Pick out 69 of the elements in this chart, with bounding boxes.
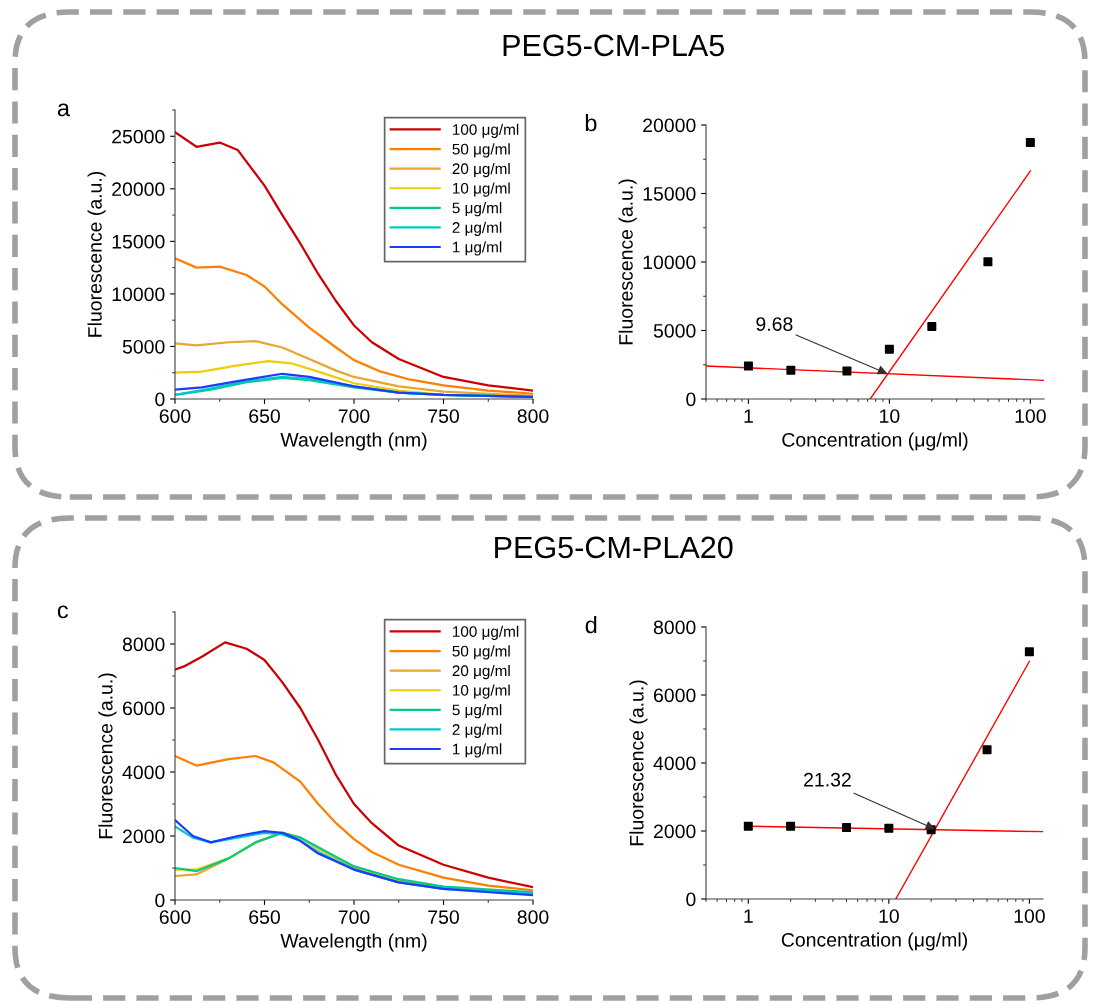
text: a xyxy=(57,103,70,117)
y-tick-label: 25000 xyxy=(112,129,165,144)
y-tick-label: 15000 xyxy=(643,186,696,201)
y-tick-label: 8000 xyxy=(122,637,165,652)
legend-label: 50 μg/ml xyxy=(452,645,510,660)
y-tick-label: 0 xyxy=(686,892,696,907)
text: b xyxy=(585,114,597,132)
legend-label: 5 μg/ml xyxy=(452,202,502,217)
text: d xyxy=(585,615,597,634)
legend-label: 1 μg/ml xyxy=(453,241,502,256)
legend-label: 1 μg/ml xyxy=(453,743,502,758)
x-tick-label: 700 xyxy=(338,409,370,423)
y-axis-title: Fluorescence (a.u.) xyxy=(618,179,637,345)
y-tick-label: 5000 xyxy=(122,339,165,354)
y-tick-label: 10000 xyxy=(643,255,696,270)
legend-label: 5 μg/ml xyxy=(452,704,502,719)
x-tick-label: 1 xyxy=(744,909,753,923)
x-tick-label: 800 xyxy=(517,910,549,924)
y-tick-label: 20000 xyxy=(112,182,165,197)
legend-label: 2 μg/ml xyxy=(452,221,502,236)
y-axis-title: Fluorescence (a.u.) xyxy=(629,680,648,846)
legend-label: 50 μg/ml xyxy=(452,143,510,158)
y-tick-label: 20000 xyxy=(643,118,696,133)
legend-label: 10 μg/ml xyxy=(453,684,510,699)
x-tick-label: 800 xyxy=(517,409,549,423)
x-tick-label: 10 xyxy=(879,909,899,923)
y-tick-label: 4000 xyxy=(122,765,165,780)
y-tick-label: 0 xyxy=(155,893,165,908)
x-tick-label: 750 xyxy=(428,910,459,924)
x-axis-title: Concentration (μg/ml) xyxy=(781,932,967,951)
legend-label: 100 μg/ml xyxy=(453,123,519,138)
y-tick-label: 0 xyxy=(155,392,165,407)
x-axis-title: Wavelength (nm) xyxy=(280,933,427,952)
x-tick-label: 700 xyxy=(338,910,370,924)
y-tick-label: 5000 xyxy=(653,323,696,338)
x-tick-label: 650 xyxy=(249,409,280,423)
legend-label: 20 μg/ml xyxy=(452,162,510,178)
line-series xyxy=(175,257,533,395)
legend-label: 100 μg/ml xyxy=(453,625,519,640)
x-axis-title: Concentration (μg/ml) xyxy=(782,432,968,451)
y-axis-title: Fluorescence (a.u.) xyxy=(87,171,106,337)
y-tick-label: 6000 xyxy=(654,688,696,703)
x-tick-label: 1 xyxy=(744,409,753,423)
y-tick-label: 6000 xyxy=(123,701,165,716)
x-tick-label: 600 xyxy=(159,409,191,423)
y-tick-label: 10000 xyxy=(112,287,165,302)
text: PEG5-CM-PLA5 xyxy=(503,34,724,57)
y-tick-label: 15000 xyxy=(112,234,165,249)
y-tick-label: 8000 xyxy=(653,620,696,635)
line-series xyxy=(175,641,533,889)
x-tick-label: 750 xyxy=(428,409,459,423)
annotation: 21.32 xyxy=(804,772,851,787)
y-tick-label: 2000 xyxy=(123,829,165,844)
annotation: 9.68 xyxy=(756,317,793,331)
x-tick-label: 100 xyxy=(1014,909,1045,923)
x-tick-label: 650 xyxy=(249,910,280,924)
legend-label: 10 μg/ml xyxy=(453,182,510,197)
x-tick-label: 600 xyxy=(159,910,191,924)
y-tick-label: 0 xyxy=(686,392,696,407)
text: PEG5-CM-PLA20 xyxy=(495,536,733,559)
x-tick-label: 10 xyxy=(880,409,900,423)
legend-label: 2 μg/ml xyxy=(452,723,502,738)
y-tick-label: 4000 xyxy=(653,756,696,771)
text: c xyxy=(57,605,69,619)
y-tick-label: 2000 xyxy=(654,824,696,839)
y-axis-title: Fluorescence (a.u.) xyxy=(98,673,117,839)
x-axis-title: Wavelength (nm) xyxy=(280,432,427,451)
legend-label: 20 μg/ml xyxy=(452,664,510,680)
x-tick-label: 100 xyxy=(1015,409,1046,423)
